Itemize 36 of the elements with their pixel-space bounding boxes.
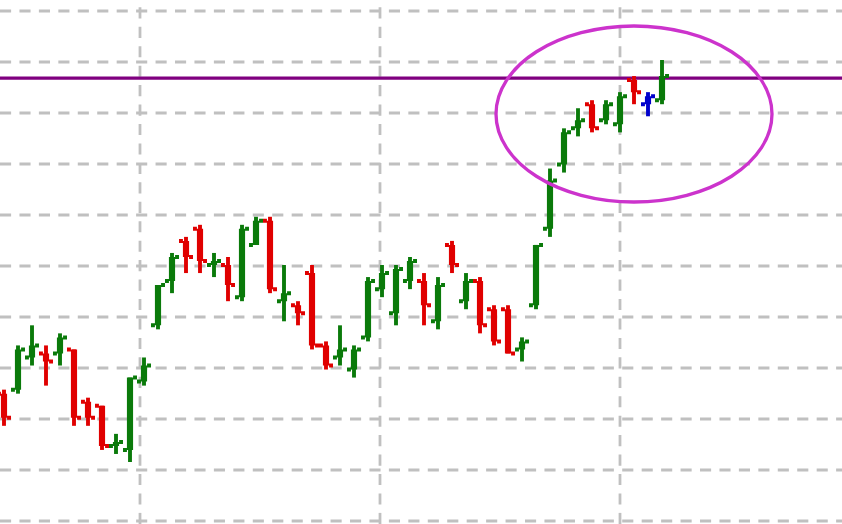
- candlestick: [333, 323, 347, 368]
- candlestick: [53, 331, 67, 368]
- candlestick: [193, 222, 207, 276]
- candlestick: [403, 255, 417, 292]
- candlestick: [375, 263, 389, 300]
- candlestick: [109, 431, 123, 456]
- candlestick: [431, 275, 445, 332]
- candlestick: [291, 299, 305, 328]
- candlestick: [571, 106, 585, 139]
- candlestick: [249, 214, 263, 247]
- candlestick: [557, 126, 571, 175]
- candlestick: [445, 238, 459, 276]
- candlestick: [221, 255, 235, 304]
- candlestick: [627, 74, 641, 107]
- candlestick: [11, 343, 25, 396]
- candlestick: [347, 343, 361, 380]
- candlestick: [613, 90, 627, 135]
- candlestick: [81, 395, 95, 428]
- candlestick: [165, 251, 179, 296]
- candlestick: [417, 271, 431, 328]
- candlestick: [151, 283, 165, 332]
- candlestick: [515, 335, 529, 364]
- candlestick: [207, 251, 221, 280]
- candlestick: [599, 98, 613, 127]
- candlestick: [39, 343, 53, 388]
- candlestick: [137, 355, 151, 388]
- candlestick: [0, 387, 11, 428]
- candlestick: [277, 263, 291, 324]
- candlestick: [585, 98, 599, 135]
- candlestick: [641, 90, 655, 119]
- candlestick: [487, 303, 501, 348]
- candlestick: [179, 234, 193, 276]
- candlestick: [459, 271, 473, 312]
- candlestick: [655, 58, 669, 107]
- candlestick: [95, 403, 109, 452]
- candlestick: [25, 323, 39, 368]
